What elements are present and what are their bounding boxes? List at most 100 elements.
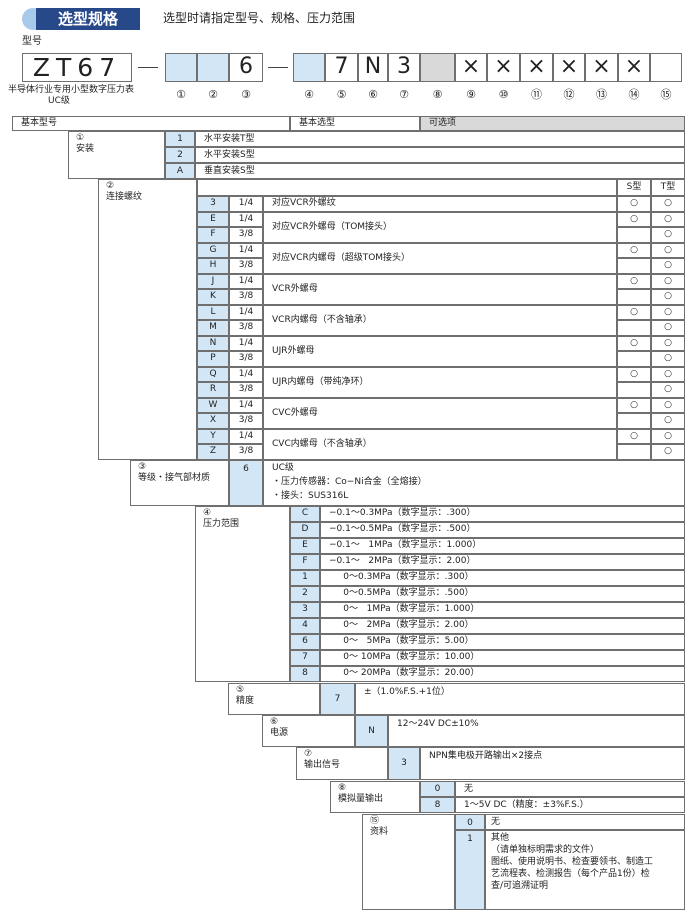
section-panel — [98, 179, 197, 460]
section-label: 输出信号 — [304, 760, 341, 770]
section-label: 压力范围 — [203, 518, 240, 529]
thread-code: K — [197, 289, 229, 305]
t-mark: ○ — [651, 335, 685, 351]
thread-code: P — [197, 351, 229, 367]
thread-size: 1/4 — [229, 428, 263, 444]
dash — [138, 67, 158, 68]
section-number: ④ — [203, 507, 212, 518]
thread-desc: VCR内螺母（不含轴承） — [263, 304, 617, 336]
section-number: ③ — [138, 461, 147, 472]
option-desc: −0.1～ 1MPa（数字显示：1.000） — [320, 537, 685, 554]
s-mark — [617, 289, 651, 305]
option-desc: 无 — [455, 781, 685, 797]
thread-code: E — [197, 211, 229, 227]
option-code: 2 — [165, 147, 195, 163]
thread-code: J — [197, 273, 229, 289]
s-mark: ○ — [617, 273, 651, 289]
option-code: N — [355, 715, 388, 747]
thread-size: 1/4 — [229, 242, 263, 258]
option-desc — [485, 814, 685, 830]
option-code: 4 — [290, 617, 320, 634]
code-box: × — [487, 53, 520, 82]
thread-desc: CVC内螺母（不含轴承） — [263, 428, 617, 460]
option-code: 3 — [290, 601, 320, 618]
thread-size: 1/4 — [229, 335, 263, 351]
thread-size: 1/4 — [229, 211, 263, 227]
option-desc: 0～ 2MPa（数字显示：2.00） — [320, 617, 685, 634]
s-mark — [617, 320, 651, 336]
t-mark: ○ — [651, 366, 685, 382]
header-cell: 可选项 — [420, 116, 685, 131]
s-mark: ○ — [617, 304, 651, 320]
option-code: 7 — [290, 649, 320, 666]
s-mark: ○ — [617, 211, 651, 227]
option-line: 查/可追溯证明 — [491, 881, 549, 891]
section-number: ⑤ — [236, 685, 245, 695]
code-box: × — [553, 53, 585, 82]
thread-code: N — [197, 335, 229, 351]
grade-desc — [263, 459, 685, 506]
thread-code: F — [197, 227, 229, 243]
caption: 半导体行业专用小型数字压力表 — [8, 85, 135, 95]
thread-code: M — [197, 320, 229, 336]
option-code: E — [290, 537, 320, 554]
t-mark: ○ — [651, 242, 685, 258]
grade-code: 6 — [229, 459, 263, 506]
thread-header — [197, 179, 617, 196]
position-number: ③ — [241, 88, 251, 102]
position-number: ① — [176, 88, 186, 102]
s-mark — [617, 258, 651, 274]
position-number: ④ — [304, 88, 314, 102]
option-code: 0 — [420, 781, 455, 797]
t-mark: ○ — [651, 258, 685, 274]
subtitle: 选型时请指定型号、规格、压力范围 — [163, 11, 356, 25]
option-desc: NPN集电极开路输出×2接点 — [420, 747, 685, 780]
option-code: C — [290, 505, 320, 522]
section-number: ⑥ — [270, 717, 279, 727]
s-mark: ○ — [617, 397, 651, 413]
option-code: 1 — [290, 569, 320, 586]
option-line: 图纸、使用说明书、检查要领书、制造工 — [491, 857, 654, 867]
option-desc: 12～24V DC±10% — [388, 715, 685, 747]
t-mark: ○ — [651, 382, 685, 398]
model-label: 型号 — [22, 36, 42, 47]
code-box — [165, 53, 197, 82]
section-label: 资料 — [370, 827, 389, 837]
thread-size: 1/4 — [229, 196, 263, 212]
code-box: 3 — [388, 53, 420, 82]
thread-desc: VCR外螺母 — [263, 273, 617, 305]
position-number: ⑭ — [628, 88, 640, 102]
section-label: 精度 — [236, 696, 255, 706]
option-desc: 0～ 1MPa（数字显示：1.000） — [320, 601, 685, 618]
s-mark — [617, 382, 651, 398]
s-mark — [617, 444, 651, 460]
section-label: 模拟量输出 — [338, 794, 384, 804]
code-box — [293, 53, 325, 82]
thread-desc: 对应VCR外螺纹 — [263, 196, 617, 212]
header-cell: 基本选型 — [290, 116, 420, 131]
thread-size: 1/4 — [229, 397, 263, 413]
t-mark: ○ — [651, 227, 685, 243]
position-number: ⑥ — [368, 88, 378, 102]
option-desc: 垂直安装S型 — [195, 163, 685, 179]
thread-desc: UJR外螺母 — [263, 335, 617, 367]
thread-size: 3/8 — [229, 289, 263, 305]
option-desc: 水平安装S型 — [195, 147, 685, 163]
section-panel — [296, 747, 388, 780]
t-mark: ○ — [651, 397, 685, 413]
code-box — [650, 53, 682, 82]
option-code: 1 — [455, 830, 485, 910]
grade-line: ・压力传感器：Co−Ni合金（全熔接） — [272, 476, 427, 487]
option-code: F — [290, 553, 320, 570]
thread-code: H — [197, 258, 229, 274]
section-panel — [228, 683, 320, 715]
grade-line: ・接头：SUS316L — [272, 490, 349, 501]
thread-code: R — [197, 382, 229, 398]
option-desc: −0.1～0.5MPa（数字显示：.500） — [320, 521, 685, 538]
section-number: ① — [76, 133, 85, 143]
option-code: 8 — [290, 665, 320, 682]
option-desc: 水平安装T型 — [195, 131, 685, 147]
thread-size: 3/8 — [229, 320, 263, 336]
thread-size: 3/8 — [229, 351, 263, 367]
option-desc: 0～ 20MPa（数字显示：20.00） — [320, 665, 685, 682]
